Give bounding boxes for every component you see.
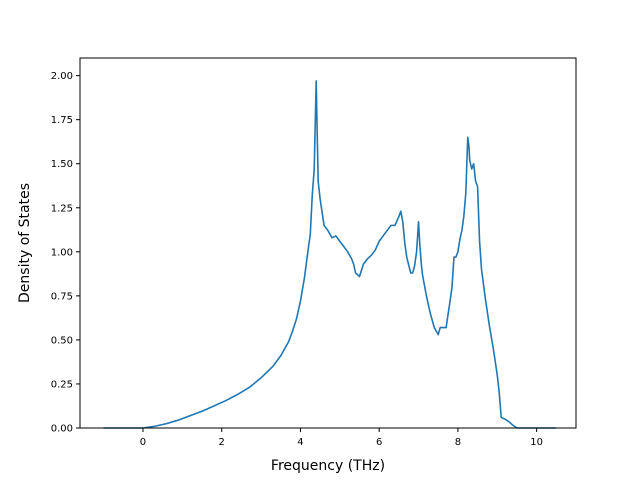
plot-frame [79,57,577,429]
x-tick-label: 4 [297,437,303,448]
x-tick-label: 0 [140,437,146,448]
y-tick-label: 0.25 [51,379,73,390]
x-tick-label: 10 [530,437,543,448]
y-axis-ticks: 0.00 0.25 0.50 0.75 1.00 1.25 1.50 1.75 2.00 [51,71,80,435]
x-tick-label: 6 [376,437,382,448]
y-tick-label: 1.00 [51,247,73,258]
y-tick-label: 1.25 [51,203,73,214]
y-tick-label: 0.50 [51,335,73,346]
plot-background [80,58,576,428]
dos-series-line [103,80,557,429]
y-tick-label: 1.75 [51,115,73,126]
y-tick-label: 1.50 [51,159,73,170]
y-axis-label: Density of States [17,183,33,303]
x-tick-label: 2 [219,437,225,448]
x-tick-label: 8 [455,437,461,448]
y-tick-label: 2.00 [51,71,73,82]
x-axis-label: Frequency (THz) [271,458,385,474]
x-axis-ticks: 0 2 4 6 8 10 [140,428,543,448]
y-tick-label: 0.00 [51,424,73,435]
y-tick-label: 0.75 [51,291,73,302]
